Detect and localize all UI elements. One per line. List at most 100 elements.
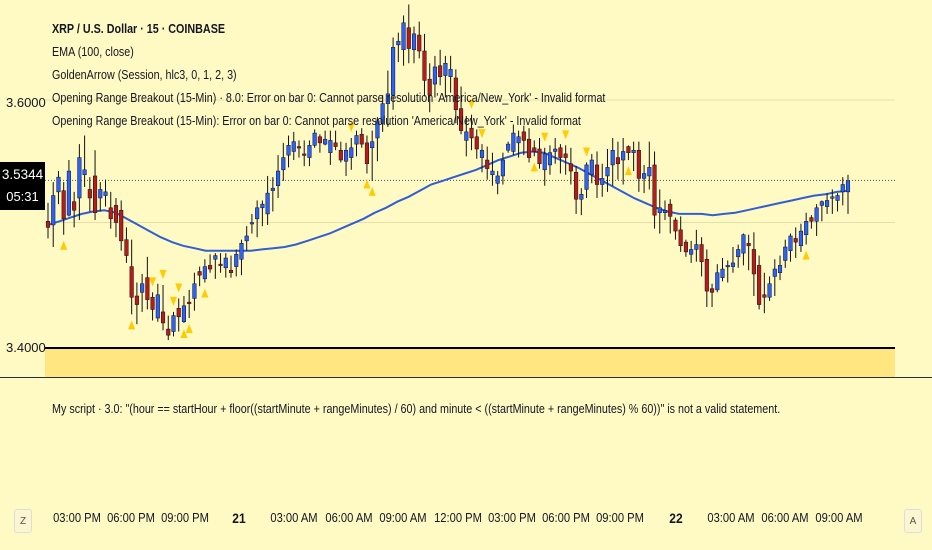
last-price: 3.5344: [1, 167, 44, 182]
time-axis[interactable]: Z 03:00 PM 06:00 PM 09:00 PM 21 03:00 AM…: [0, 480, 932, 550]
candle-body: [746, 243, 751, 247]
candle-body: [579, 194, 584, 200]
time-tick: 12:00 PM: [434, 510, 482, 525]
time-tick: 06:00 PM: [542, 510, 590, 525]
indicator-orb-error-1[interactable]: Opening Range Breakout (15-Min) · 8.0: E…: [52, 91, 606, 105]
candle-body: [406, 27, 411, 49]
candle-body: [270, 187, 275, 191]
candle-body: [621, 151, 626, 161]
candle-body: [171, 315, 176, 332]
candle-body: [830, 196, 835, 199]
candle-body: [380, 103, 385, 124]
candle-body: [500, 159, 505, 177]
candle-body: [668, 203, 673, 217]
script-error-message[interactable]: My script · 3.0: "(hour == startHour + f…: [52, 402, 781, 416]
candle-body: [584, 164, 589, 190]
timezone-button[interactable]: Z: [14, 509, 32, 533]
candle-body: [364, 142, 370, 164]
candle-body: [218, 263, 223, 266]
candle-body: [103, 191, 108, 196]
candle-body: [98, 189, 103, 199]
sell-arrow-icon: [478, 129, 486, 139]
candle-body: [124, 239, 129, 256]
candle-body: [150, 296, 155, 310]
candle-body: [673, 219, 678, 232]
time-tick: 03:00 AM: [270, 510, 318, 525]
candle-body: [438, 65, 443, 77]
sell-arrow-icon: [541, 132, 549, 142]
candle-body: [532, 147, 537, 152]
candle-body: [208, 265, 213, 270]
candle-body: [563, 153, 568, 158]
candle-body: [772, 268, 777, 277]
last-price-tag: 3.5344 05:31: [0, 162, 45, 210]
candle-body: [662, 210, 668, 213]
candle-body: [417, 34, 422, 52]
pane-divider[interactable]: [0, 377, 932, 378]
candle-body: [694, 244, 699, 250]
time-tick-day: 22: [669, 510, 683, 526]
indicator-ema[interactable]: EMA (100, close): [52, 45, 134, 59]
candle-body: [160, 311, 166, 324]
candle-body: [495, 175, 500, 184]
time-tick: 03:00 PM: [53, 510, 101, 525]
candle-body: [537, 148, 542, 164]
bar-countdown: 05:31: [6, 189, 39, 204]
candle-body: [636, 149, 641, 179]
candle-body: [809, 217, 814, 222]
candle-body: [814, 207, 819, 222]
candle-body: [678, 229, 683, 247]
candle-body: [181, 305, 186, 322]
candle-body: [391, 47, 396, 96]
candle-body: [317, 136, 322, 144]
chart-legend: XRP / U.S. Dollar · 15 · COINBASE EMA (1…: [52, 18, 606, 133]
symbol-title[interactable]: XRP / U.S. Dollar · 15 · COINBASE: [52, 22, 226, 36]
candle-body: [375, 120, 380, 139]
chart-pane[interactable]: XRP / U.S. Dollar · 15 · COINBASE EMA (1…: [0, 0, 932, 377]
buy-arrow-icon: [624, 166, 632, 176]
candle-body: [464, 131, 469, 141]
candle-body: [788, 235, 793, 251]
price-chart[interactable]: [0, 0, 932, 377]
candle-body: [87, 189, 92, 199]
ema-line: [47, 150, 849, 252]
script-pane[interactable]: My script · 3.0: "(hour == startHour + f…: [0, 378, 932, 480]
candle-body: [490, 170, 495, 175]
auto-scale-button[interactable]: A: [904, 509, 922, 533]
time-tick: 09:00 PM: [596, 510, 644, 525]
candle-body: [249, 222, 254, 225]
time-tick: 09:00 PM: [161, 510, 209, 525]
candle-body: [506, 143, 511, 151]
candle-body: [741, 234, 746, 254]
candle-body: [511, 132, 516, 152]
sell-arrow-icon: [468, 99, 476, 109]
candle-body: [108, 207, 113, 220]
candle-body: [652, 164, 657, 216]
candle-body: [333, 142, 338, 147]
time-tick: 03:00 PM: [488, 510, 536, 525]
time-tick-day: 21: [232, 510, 246, 526]
candle-body: [647, 167, 652, 177]
buy-arrow-icon: [185, 324, 193, 334]
candle-body: [798, 230, 803, 247]
candle-body: [286, 145, 291, 156]
candle-body: [469, 127, 474, 139]
candle-body: [244, 235, 249, 242]
candle-body: [594, 164, 600, 185]
sell-arrow-icon: [149, 277, 157, 287]
candle-body: [642, 173, 647, 179]
candle-body: [56, 176, 61, 193]
indicator-goldenarrow[interactable]: GoldenArrow (Session, hlc3, 0, 1, 2, 3): [52, 68, 237, 82]
candle-body: [155, 294, 160, 319]
indicator-orb-error-2[interactable]: Opening Range Breakout (15-Min): Error o…: [52, 114, 581, 128]
candle-body: [338, 149, 343, 161]
candle-body: [783, 246, 788, 261]
candle-body: [260, 203, 265, 209]
candle-body: [547, 152, 553, 166]
sell-arrow-icon: [583, 147, 591, 157]
candle-body: [349, 147, 354, 158]
candle-body: [119, 210, 124, 242]
candle-body: [825, 200, 830, 207]
candle-body: [45, 221, 51, 228]
candle-body: [710, 288, 715, 293]
